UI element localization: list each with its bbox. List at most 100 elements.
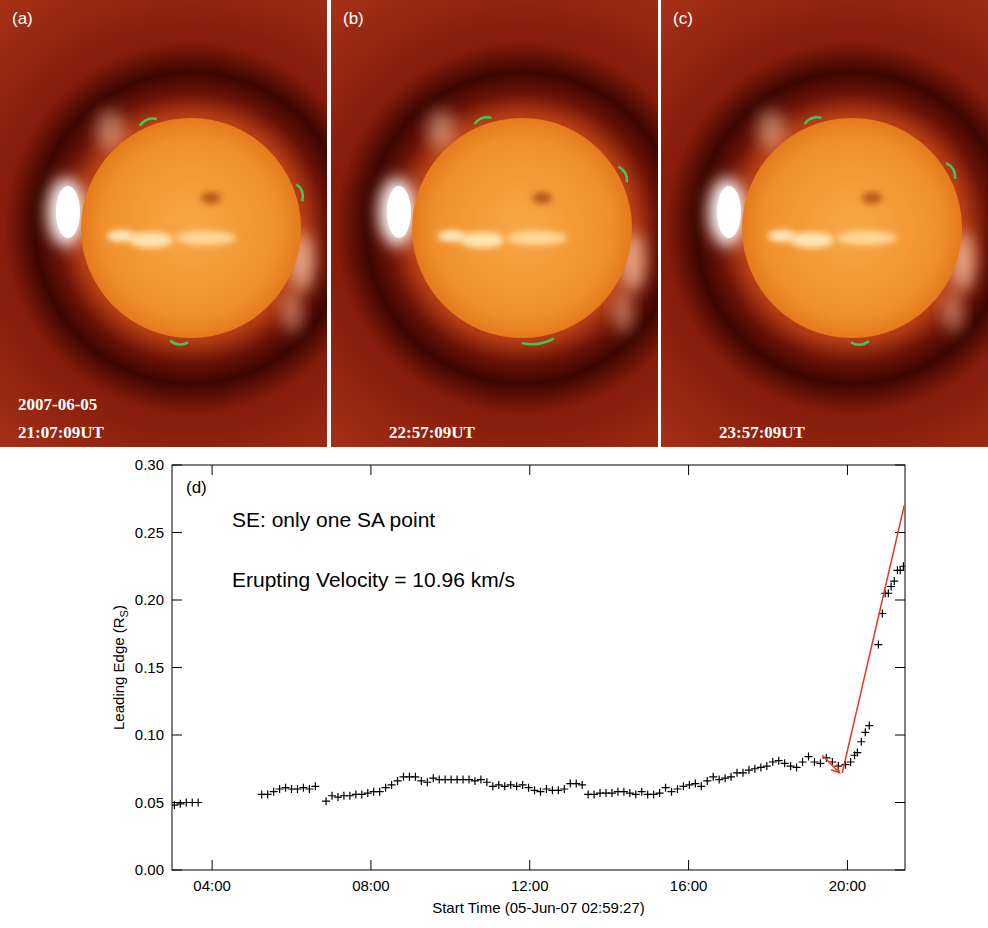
panel-letter: (b) [343, 9, 364, 28]
data-point [799, 758, 807, 766]
limb-contour [140, 118, 157, 125]
y-tick [895, 870, 905, 871]
arrow-head [831, 764, 839, 773]
x-axis-title: Start Time (05-Jun-07 02:59:27) [432, 899, 645, 916]
y-tick [895, 532, 905, 533]
data-point [394, 777, 402, 785]
data-point [697, 782, 705, 790]
y-tick-label: 0.25 [135, 524, 164, 541]
data-point [417, 777, 425, 785]
y-tick [172, 667, 182, 668]
limb-contour [805, 117, 822, 124]
limb-contour [475, 117, 492, 124]
corona-bright [427, 110, 455, 150]
data-point [853, 749, 861, 757]
panel-letter: (d) [186, 478, 207, 497]
y-tick-label: 0.05 [135, 794, 164, 811]
data-point [847, 758, 855, 766]
sun-disk [81, 118, 301, 338]
active-region [837, 231, 897, 245]
data-layer [172, 506, 905, 810]
y-axis-title: Leading Edge (RS) [110, 605, 130, 730]
data-point [311, 782, 319, 790]
data-point [572, 780, 580, 788]
data-point [890, 577, 898, 585]
active-region [438, 230, 466, 242]
sun-disk [742, 118, 962, 338]
annotation: Erupting Velocity = 10.96 km/s [232, 568, 515, 591]
data-point [703, 777, 711, 785]
dark-region [532, 192, 552, 204]
data-point [685, 781, 693, 789]
data-point [757, 763, 765, 771]
y-tick [172, 870, 182, 871]
y-axis-title-text: Leading Edge (R [110, 617, 127, 730]
corona-bright [282, 292, 302, 332]
data-point [346, 792, 354, 800]
data-point [554, 786, 562, 794]
image-panel [661, 0, 988, 447]
y-tick [172, 465, 182, 466]
data-point [763, 762, 771, 770]
y-tick-label: 0.15 [135, 659, 164, 676]
y-axis-title-subscript: S [118, 610, 130, 617]
corona-bright [613, 292, 633, 332]
arrow [822, 755, 839, 773]
x-tick-label: 20:00 [829, 877, 867, 894]
data-point [626, 789, 634, 797]
y-tick [172, 532, 182, 533]
panel-letter: (a) [12, 9, 33, 28]
data-point [542, 785, 550, 793]
y-tick [172, 600, 182, 601]
data-point [578, 781, 586, 789]
data-point [465, 776, 473, 784]
y-tick-label: 0.20 [135, 591, 164, 608]
data-point [411, 773, 419, 781]
chart: 0.000.050.100.150.200.250.3004:0008:0012… [110, 456, 907, 916]
limb-contour [297, 184, 303, 201]
active-region [768, 230, 796, 242]
data-point [293, 785, 301, 793]
data-point [899, 562, 905, 570]
y-tick [895, 735, 905, 736]
y-tick [895, 667, 905, 668]
data-point [194, 799, 202, 807]
y-tick [895, 802, 905, 803]
data-point [172, 801, 178, 809]
data-point [810, 758, 818, 766]
x-tick-label: 16:00 [670, 877, 708, 894]
data-point [608, 789, 616, 797]
data-point [483, 778, 491, 786]
data-point [376, 788, 384, 796]
data-point [662, 784, 670, 792]
plot-frame [172, 465, 905, 870]
image-panel [0, 0, 327, 447]
image-background [0, 0, 327, 447]
x-tick [212, 860, 213, 870]
image-date: 2007-06-05 [18, 395, 97, 414]
y-tick-label: 0.00 [135, 861, 164, 878]
data-point [857, 738, 865, 746]
y-axis-title-suffix: ) [110, 605, 127, 610]
data-point [727, 773, 735, 781]
active-region [507, 231, 567, 245]
data-point [769, 758, 777, 766]
image-panel [331, 0, 658, 447]
y-tick-label: 0.30 [135, 456, 164, 473]
corona-bright [757, 110, 785, 150]
data-point [531, 786, 539, 794]
corona-bright [379, 178, 415, 246]
x-tick [529, 465, 530, 475]
x-tick-label: 12:00 [511, 877, 549, 894]
corona-bright [387, 186, 411, 238]
corona-bright [943, 292, 963, 332]
image-background [661, 0, 988, 447]
data-point [745, 766, 753, 774]
limb-contour [851, 341, 869, 345]
y-tick-label: 0.10 [135, 726, 164, 743]
data-point [429, 774, 437, 782]
image-time: 23:57:09UT [719, 423, 806, 442]
data-point [874, 641, 882, 649]
data-point [471, 777, 479, 785]
data-point [822, 754, 830, 762]
